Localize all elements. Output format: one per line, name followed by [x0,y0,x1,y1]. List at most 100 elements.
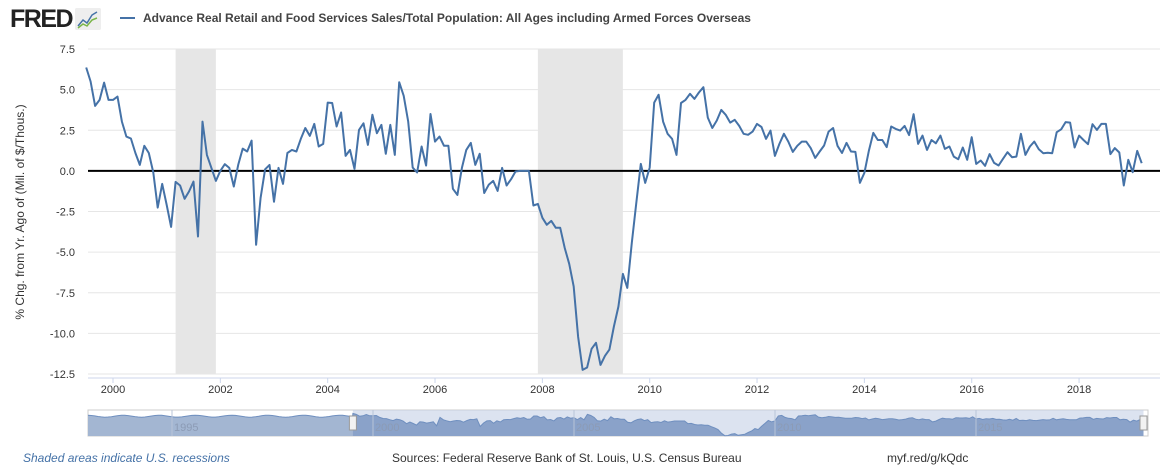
data-point[interactable] [504,183,508,187]
data-point[interactable] [750,129,754,133]
data-point[interactable] [1001,157,1005,161]
data-point[interactable] [549,219,553,223]
fred-logo[interactable]: FRED [10,5,102,33]
data-point[interactable] [522,169,526,173]
data-point[interactable] [880,138,884,142]
data-point[interactable] [961,145,965,149]
data-point[interactable] [241,146,245,150]
data-point[interactable] [665,132,669,136]
data-point[interactable] [97,98,101,102]
data-point[interactable] [1122,183,1126,187]
data-point[interactable] [540,216,544,220]
data-point[interactable] [473,163,477,167]
data-point[interactable] [902,124,906,128]
data-point[interactable] [379,123,383,127]
data-point[interactable] [630,241,634,245]
data-point[interactable] [1126,158,1130,162]
data-point[interactable] [929,138,933,142]
data-point[interactable] [169,225,173,229]
data-point[interactable] [822,143,826,147]
data-point[interactable] [589,347,593,351]
data-point[interactable] [531,203,535,207]
data-point[interactable] [482,191,486,195]
data-point[interactable] [147,151,151,155]
data-point[interactable] [715,118,719,122]
data-point[interactable] [509,177,513,181]
data-point[interactable] [455,193,459,197]
data-point[interactable] [303,126,307,130]
data-point[interactable] [679,101,683,105]
data-point[interactable] [947,144,951,148]
data-point[interactable] [849,149,853,153]
data-point[interactable] [446,144,450,148]
data-point[interactable] [1077,133,1081,137]
data-point[interactable] [719,108,723,112]
data-point[interactable] [1081,138,1085,142]
data-point[interactable] [236,163,240,167]
data-point[interactable] [817,149,821,153]
data-point[interactable] [1086,142,1090,146]
data-point[interactable] [1014,154,1018,158]
data-point[interactable] [791,150,795,154]
data-point[interactable] [406,119,410,123]
data-point[interactable] [616,304,620,308]
data-point[interactable] [1139,161,1143,165]
data-point[interactable] [402,94,406,98]
data-point[interactable] [464,148,468,152]
data-point[interactable] [294,149,298,153]
data-point[interactable] [978,158,982,162]
data-point[interactable] [290,148,294,152]
data-point[interactable] [911,112,915,116]
data-point[interactable] [151,170,155,174]
navigator-handle-right[interactable] [1139,415,1148,431]
data-point[interactable] [209,166,213,170]
data-point[interactable] [898,128,902,132]
data-point[interactable] [862,171,866,175]
data-point[interactable] [218,169,222,173]
data-point[interactable] [370,113,374,117]
data-point[interactable] [442,144,446,148]
data-point[interactable] [697,90,701,94]
data-point[interactable] [920,133,924,137]
data-point[interactable] [419,144,423,148]
data-point[interactable] [741,132,745,136]
data-point[interactable] [451,187,455,191]
data-point[interactable] [871,131,875,135]
data-point[interactable] [813,156,817,160]
data-point[interactable] [755,122,759,126]
data-point[interactable] [357,128,361,132]
data-point[interactable] [267,163,271,167]
data-point[interactable] [249,138,253,142]
data-point[interactable] [317,144,321,148]
data-point[interactable] [460,166,464,170]
data-point[interactable] [706,115,710,119]
data-point[interactable] [885,145,889,149]
data-point[interactable] [674,153,678,157]
data-point[interactable] [1046,151,1050,155]
data-point[interactable] [129,136,133,140]
data-point[interactable] [223,162,227,166]
data-point[interactable] [853,150,857,154]
data-point[interactable] [656,93,660,97]
data-point[interactable] [276,166,280,170]
data-point[interactable] [88,79,92,83]
data-point[interactable] [133,151,137,155]
data-point[interactable] [281,182,285,186]
data-point[interactable] [621,272,625,276]
data-point[interactable] [777,142,781,146]
data-point[interactable] [996,163,1000,167]
data-point[interactable] [491,179,495,183]
data-point[interactable] [433,139,437,143]
data-point[interactable] [612,324,616,328]
data-point[interactable] [513,169,517,173]
data-point[interactable] [308,134,312,138]
data-point[interactable] [580,368,584,372]
data-point[interactable] [205,153,209,157]
data-point[interactable] [1108,152,1112,156]
data-point[interactable] [173,180,177,184]
data-point[interactable] [437,134,441,138]
data-point[interactable] [826,129,830,133]
data-point[interactable] [661,119,665,123]
data-point[interactable] [804,139,808,143]
data-point[interactable] [764,137,768,141]
